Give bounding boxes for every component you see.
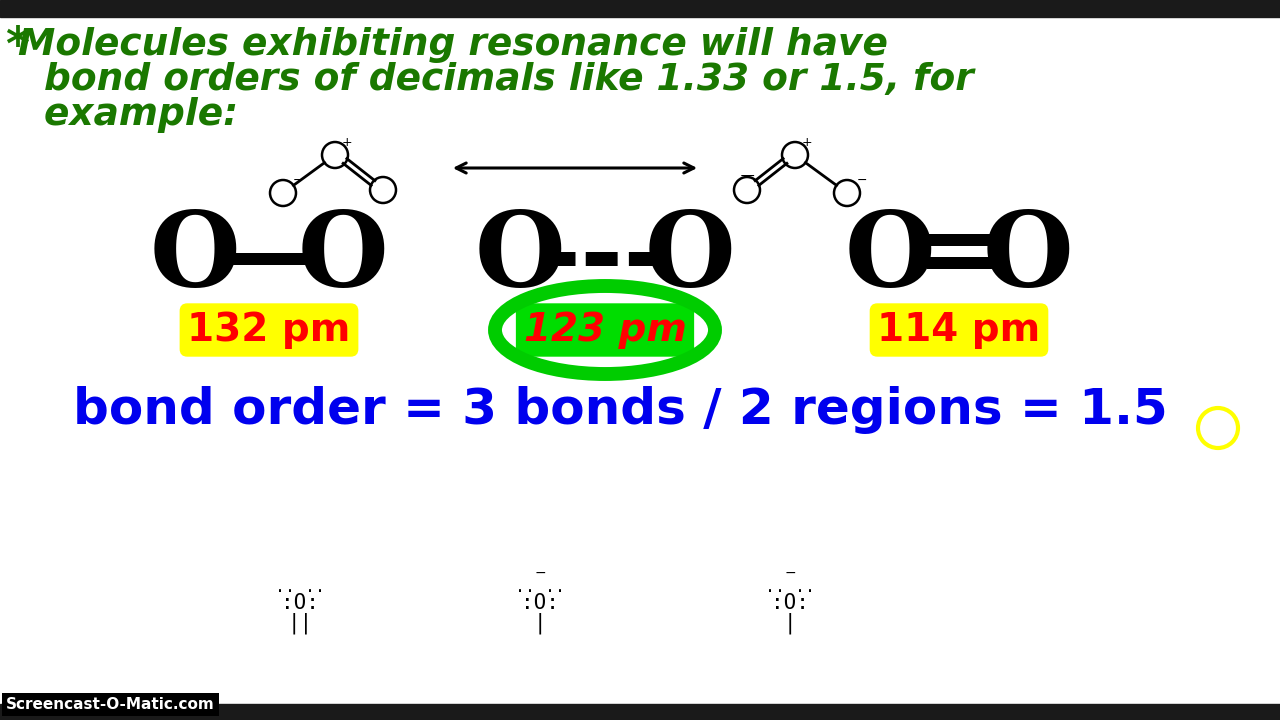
Text: :O:: :O: <box>771 593 809 613</box>
Text: −: − <box>745 169 755 182</box>
Text: −: − <box>785 566 796 580</box>
Text: .. ..: .. .. <box>765 578 815 596</box>
Text: ---: --- <box>538 207 667 309</box>
Bar <box>0 704 1280 720</box>
Text: ||: || <box>288 612 312 634</box>
Text: 114 pm: 114 pm <box>877 311 1041 349</box>
Text: O: O <box>475 207 566 309</box>
Text: :O:: :O: <box>521 593 559 613</box>
Text: Screencast-O-Matic.com: Screencast-O-Matic.com <box>6 697 215 712</box>
Text: —: — <box>218 207 323 309</box>
Text: 123 pm: 123 pm <box>524 311 686 349</box>
Text: −: − <box>856 174 868 186</box>
Text: Molecules exhibiting resonance will have: Molecules exhibiting resonance will have <box>5 27 888 63</box>
Text: :O:: :O: <box>282 593 319 613</box>
Text: bond orders of decimals like 1.33 or 1.5, for: bond orders of decimals like 1.33 or 1.5… <box>5 62 974 98</box>
Text: *: * <box>5 25 29 70</box>
Text: O: O <box>298 207 388 309</box>
Text: O: O <box>645 207 736 309</box>
Text: O: O <box>845 207 936 309</box>
Text: .. ..: .. .. <box>515 578 564 596</box>
Text: =: = <box>916 204 1004 306</box>
Text: 132 pm: 132 pm <box>187 311 351 349</box>
Text: +: + <box>342 137 352 150</box>
Bar <box>0 0 1280 17</box>
Text: −: − <box>534 566 545 580</box>
Text: +: + <box>801 137 813 150</box>
Text: −: − <box>740 169 750 182</box>
Text: bond order = 3 bonds / 2 regions = 1.5: bond order = 3 bonds / 2 regions = 1.5 <box>73 386 1167 434</box>
Text: .. ..: .. .. <box>275 578 325 596</box>
Text: |: | <box>783 612 796 634</box>
Text: O: O <box>983 207 1074 309</box>
Text: |: | <box>534 612 547 634</box>
Text: O: O <box>150 207 241 309</box>
Text: example:: example: <box>5 97 238 133</box>
Text: −: − <box>293 174 303 186</box>
